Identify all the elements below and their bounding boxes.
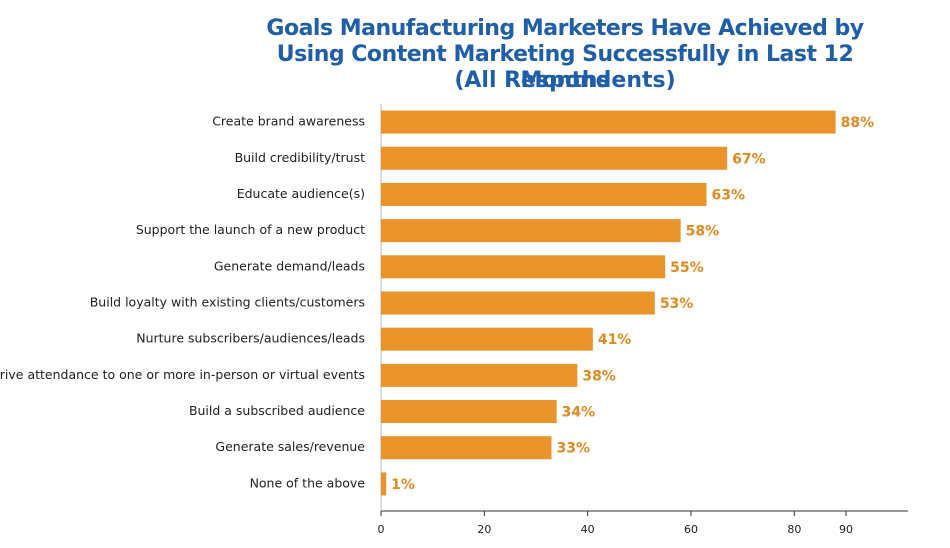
bar [381,146,728,170]
value-label: 41% [598,332,632,348]
bar [381,182,707,206]
bar [381,400,557,424]
x-tick-label: 90 [839,523,853,536]
y-tick-label: None of the above [250,475,366,490]
value-label: 58% [686,224,720,240]
y-tick-label: Build loyalty with existing clients/cust… [90,295,365,310]
y-tick-label: Nurture subscribers/audiences/leads [136,331,365,346]
value-label: 38% [582,368,616,384]
value-label: 34% [562,405,596,421]
value-label: 53% [660,296,694,312]
bar [381,110,836,134]
value-label: 55% [670,260,704,276]
bar [381,219,681,243]
value-label: 67% [732,151,766,167]
chart-subtitle: (All Respondents) [454,68,676,93]
bar [381,363,578,387]
x-tick-label: 80 [787,523,801,536]
y-tick-label: Generate sales/revenue [215,439,365,454]
y-tick-label: Build a subscribed audience [189,403,365,418]
value-label: 33% [557,441,591,457]
x-tick-label: 40 [581,523,595,536]
x-tick-label: 20 [477,523,491,536]
bar [381,291,655,315]
bar [381,327,593,351]
y-tick-label: Build credibility/trust [235,150,366,165]
x-tick-label: 60 [684,523,698,536]
y-tick-label: Support the launch of a new product [136,222,365,237]
chart-title: Goals Manufacturing Marketers Have Achie… [266,16,864,93]
bar [381,255,666,279]
y-tick-label: Generate demand/leads [214,258,365,273]
bar [381,436,552,460]
y-tick-label: Educate audience(s) [237,186,365,201]
value-label: 88% [841,115,875,131]
value-label: 1% [391,477,415,493]
x-tick-label: 0 [378,523,385,536]
y-tick-label: Create brand awareness [212,114,365,129]
y-tick-label: Drive attendance to one or more in-perso… [0,367,365,382]
bar [381,472,387,496]
value-label: 63% [712,187,746,203]
